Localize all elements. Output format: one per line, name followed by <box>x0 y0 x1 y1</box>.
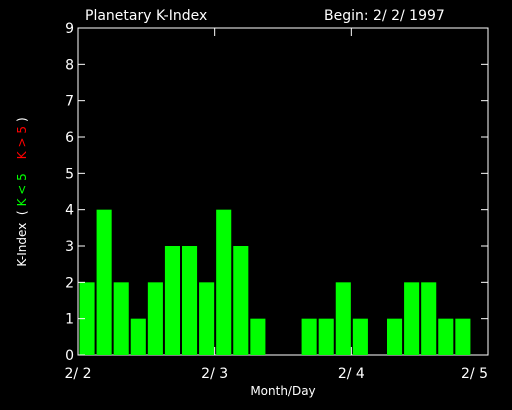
plot-frame <box>77 27 489 356</box>
y-tick-label-0: 0 <box>65 348 74 364</box>
x-axis-label: Month/Day <box>250 384 315 398</box>
bar-19 <box>404 282 420 355</box>
x-tick-label-3: 2/ 5 <box>461 366 488 382</box>
bars-group <box>79 209 471 355</box>
x-ticks-group: 2/ 2 2/ 3 2/ 4 2/ 5 <box>65 28 489 382</box>
bar-2 <box>113 282 129 355</box>
bar-0 <box>79 282 95 355</box>
y-tick-label-1: 1 <box>65 312 74 328</box>
bar-13 <box>301 318 317 355</box>
x-tick-label-0: 2/ 2 <box>65 366 92 382</box>
y-tick-label-9: 9 <box>65 21 74 37</box>
bar-9 <box>233 246 249 355</box>
y-tick-label-6: 6 <box>65 130 74 146</box>
bar-3 <box>130 318 146 355</box>
bar-15 <box>335 282 351 355</box>
y-tick-label-7: 7 <box>65 94 74 110</box>
bar-18 <box>387 318 403 355</box>
bar-14 <box>318 318 334 355</box>
y-axis-label-suffix: ) <box>15 117 29 122</box>
y-axis-label: K-Index ( K < 5 K > 5) <box>15 117 29 266</box>
bar-6 <box>182 246 198 355</box>
begin-date: Begin: 2/ 2/ 1997 <box>324 8 445 24</box>
x-tick-label-1: 2/ 3 <box>201 366 228 382</box>
bar-10 <box>250 318 266 355</box>
y-axis-label-low: K < 5 <box>15 173 29 206</box>
y-tick-label-5: 5 <box>65 166 74 182</box>
bar-8 <box>216 209 232 355</box>
bar-5 <box>164 246 180 355</box>
y-axis-label-prefix: K-Index ( <box>15 210 29 266</box>
y-axis-label-high: K > 5 <box>15 126 29 159</box>
bar-16 <box>352 318 368 355</box>
bar-7 <box>199 282 215 355</box>
bar-1 <box>96 209 112 355</box>
chart-title: Planetary K-Index <box>85 8 207 24</box>
y-tick-label-3: 3 <box>65 239 74 255</box>
bar-22 <box>455 318 471 355</box>
y-tick-label-8: 8 <box>65 57 74 73</box>
bar-21 <box>438 318 454 355</box>
y-tick-label-2: 2 <box>65 275 74 291</box>
bar-20 <box>421 282 437 355</box>
bar-4 <box>147 282 163 355</box>
y-tick-label-4: 4 <box>65 203 74 219</box>
y-ticks-group: 0 1 2 3 4 5 6 7 8 9 <box>65 21 488 364</box>
x-tick-label-2: 2/ 4 <box>338 366 365 382</box>
